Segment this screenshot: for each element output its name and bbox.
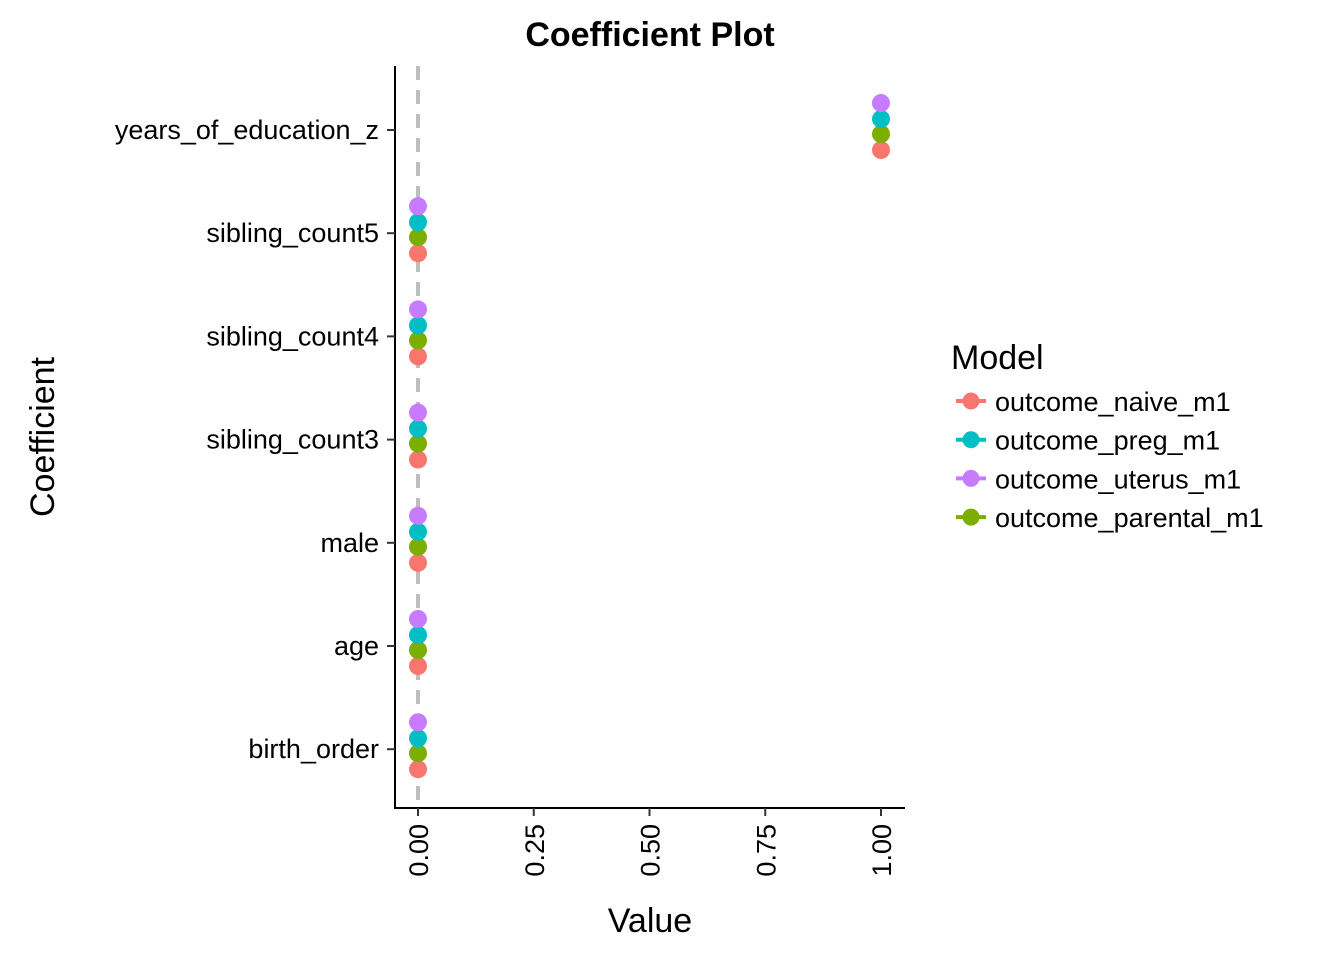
data-point-outcome_naive_m1 xyxy=(409,347,427,366)
data-point-outcome_naive_m1 xyxy=(409,450,427,469)
x-tick-label: 0.25 xyxy=(520,824,550,877)
legend: Model outcome_naive_m1 outcome_preg_m1out… xyxy=(951,339,1264,533)
y-axis-title: Coefficient xyxy=(24,356,62,517)
data-point-outcome_preg_m1 xyxy=(409,626,427,644)
legend-key-point xyxy=(962,469,980,487)
data-point-outcome_uterus_m1 xyxy=(409,300,427,319)
x-tick-label: 0.75 xyxy=(751,824,781,877)
data-point-outcome_preg_m1 xyxy=(409,213,427,232)
y-tick-label: sibling_count4 xyxy=(206,321,379,351)
data-point-outcome_naive_m1 xyxy=(409,657,427,675)
legend-label: outcome_parental_m1 xyxy=(995,503,1264,533)
data-point-outcome_preg_m1 xyxy=(409,729,427,748)
legend-key-point xyxy=(962,392,980,410)
data-point-outcome_parental_m1 xyxy=(409,434,427,453)
legend-label: outcome_uterus_m1 xyxy=(995,464,1241,494)
data-point-outcome_preg_m1 xyxy=(872,110,890,128)
chart-title: Coefficient Plot xyxy=(525,16,774,54)
data-point-outcome_preg_m1 xyxy=(409,522,427,541)
x-tick-label: 0.00 xyxy=(404,824,434,877)
legend-key-point xyxy=(962,508,980,526)
legend-key-point xyxy=(962,431,980,449)
y-tick-label: age xyxy=(334,631,379,661)
data-point-outcome_uterus_m1 xyxy=(409,506,427,525)
data-point-outcome_uterus_m1 xyxy=(409,713,427,732)
data-point-outcome_parental_m1 xyxy=(409,331,427,350)
data-point-outcome_preg_m1 xyxy=(409,419,427,438)
data-point-outcome_naive_m1 xyxy=(872,141,890,159)
data-point-outcome_uterus_m1 xyxy=(409,197,427,216)
data-point-outcome_naive_m1 xyxy=(409,760,427,779)
data-point-outcome_parental_m1 xyxy=(872,125,890,143)
y-tick-label: male xyxy=(320,528,379,558)
data-point-outcome_parental_m1 xyxy=(409,228,427,247)
y-tick-label: years_of_education_z xyxy=(115,115,379,145)
data-point-outcome_naive_m1 xyxy=(409,244,427,263)
y-tick-label: sibling_count3 xyxy=(206,425,379,455)
data-point-outcome_uterus_m1 xyxy=(409,403,427,422)
legend-title: Model xyxy=(951,339,1044,377)
x-axis-title: Value xyxy=(608,902,692,940)
legend-label: outcome_naive_m1 xyxy=(995,387,1231,417)
data-point-outcome_uterus_m1 xyxy=(409,610,427,628)
data-point-outcome_parental_m1 xyxy=(409,537,427,556)
x-tick-label: 0.50 xyxy=(636,824,666,877)
data-point-outcome_parental_m1 xyxy=(409,744,427,763)
data-point-outcome_naive_m1 xyxy=(409,553,427,572)
plot-area: years_of_education_z sibling_count5siblin… xyxy=(115,66,905,877)
y-tick-label: birth_order xyxy=(248,734,379,764)
x-tick-label: 1.00 xyxy=(867,824,897,877)
y-tick-label: sibling_count5 xyxy=(206,218,379,248)
data-point-outcome_uterus_m1 xyxy=(872,94,890,112)
data-point-outcome_preg_m1 xyxy=(409,316,427,335)
data-point-outcome_parental_m1 xyxy=(409,641,427,659)
legend-label: outcome_preg_m1 xyxy=(995,426,1220,456)
